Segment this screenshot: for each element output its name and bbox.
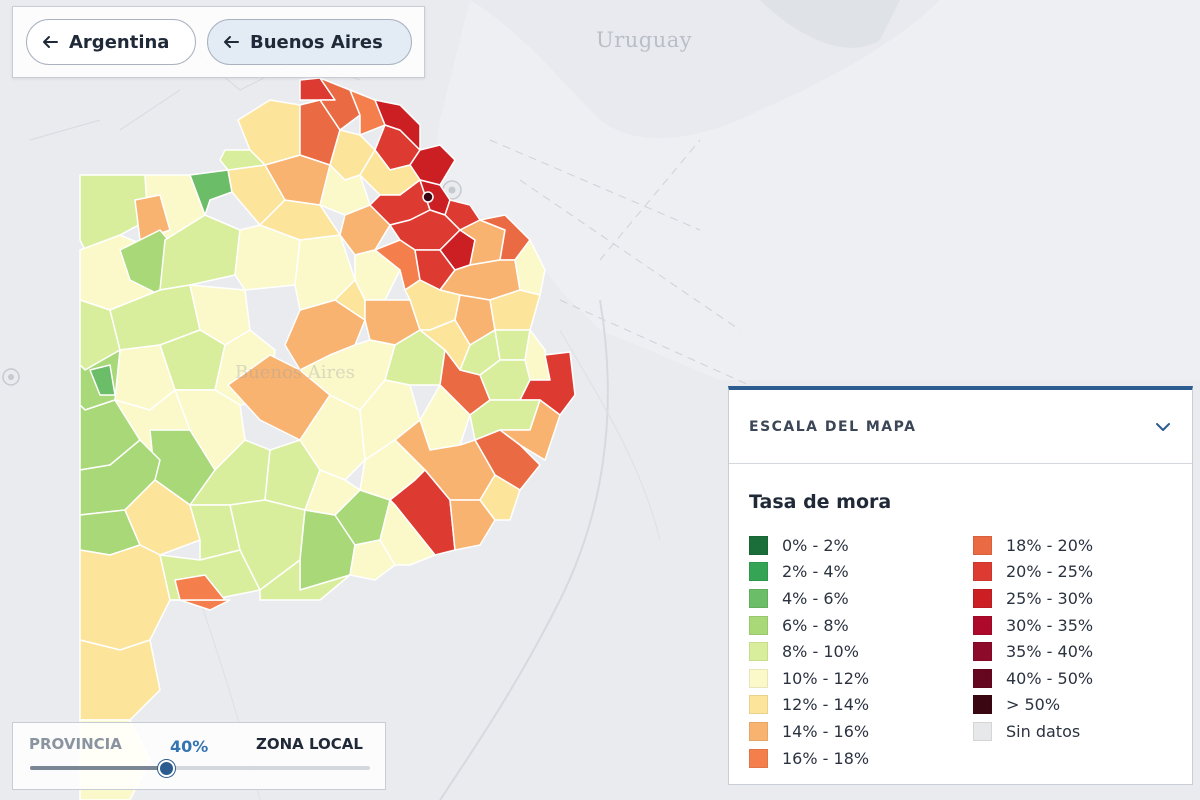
- legend-swatch: [973, 642, 992, 662]
- legend-label: 12% - 14%: [782, 695, 870, 715]
- partido-region[interactable]: [259, 199, 341, 241]
- legend-item: 20% - 25%: [973, 559, 1093, 586]
- partido-region[interactable]: [174, 574, 226, 601]
- legend-swatch: [973, 588, 992, 608]
- slider-thumb[interactable]: [158, 760, 175, 777]
- country-label-uruguay: Uruguay: [596, 28, 693, 52]
- slider-fill: [30, 766, 166, 770]
- partido-region[interactable]: [479, 474, 521, 521]
- legend-swatch: [973, 668, 992, 688]
- legend-label: 30% - 35%: [1006, 615, 1094, 635]
- partido-region[interactable]: [489, 289, 541, 331]
- legend-swatch: [749, 748, 768, 768]
- legend-header-title: ESCALA DEL MAPA: [749, 418, 917, 435]
- back-to-buenos-aires-button[interactable]: Buenos Aires: [207, 19, 412, 65]
- legend-label: 6% - 8%: [782, 615, 849, 635]
- legend-swatch: [973, 695, 992, 715]
- legend-item: 6% - 8%: [749, 612, 869, 639]
- slider-label-zona-local: ZONA LOCAL: [256, 735, 363, 753]
- legend-label: 4% - 6%: [782, 588, 849, 608]
- map-legend-panel: ESCALA DEL MAPA Tasa de mora 0% - 2% 2% -…: [728, 386, 1193, 785]
- legend-item: 40% - 50%: [973, 665, 1093, 692]
- arrow-left-icon: [43, 36, 58, 48]
- arrow-left-icon: [224, 36, 239, 48]
- partido-region[interactable]: [189, 169, 233, 216]
- legend-swatch: [749, 668, 768, 688]
- legend-swatch: [749, 535, 768, 555]
- region-map-label: Buenos Aires: [235, 362, 355, 383]
- legend-label: 16% - 18%: [782, 748, 870, 768]
- back-to-argentina-label: Argentina: [69, 31, 170, 53]
- legend-header[interactable]: ESCALA DEL MAPA: [729, 390, 1192, 464]
- legend-item: 35% - 40%: [973, 638, 1093, 665]
- legend-item: 4% - 6%: [749, 585, 869, 612]
- legend-item: 10% - 12%: [749, 665, 869, 692]
- legend-swatch: [973, 535, 992, 555]
- legend-label: Sin datos: [1006, 721, 1081, 741]
- legend-item: 16% - 18%: [749, 745, 869, 772]
- legend-label: 8% - 10%: [782, 642, 859, 662]
- back-to-argentina-button[interactable]: Argentina: [26, 19, 196, 65]
- partido-region[interactable]: [379, 499, 436, 566]
- partido-region[interactable]: [514, 239, 546, 296]
- legend-swatch: [973, 615, 992, 635]
- slider-track[interactable]: [30, 766, 370, 770]
- partido-region[interactable]: [449, 499, 496, 551]
- legend-label: 20% - 25%: [1006, 562, 1094, 582]
- partido-region[interactable]: [422, 191, 434, 203]
- legend-swatch: [749, 642, 768, 662]
- legend-item: 0% - 2%: [749, 532, 869, 559]
- legend-label: 2% - 4%: [782, 562, 849, 582]
- back-to-buenos-aires-label: Buenos Aires: [250, 31, 383, 53]
- slider-label-provincia: PROVINCIA: [29, 735, 122, 753]
- zoom-level-slider-panel: PROVINCIA 40% ZONA LOCAL: [12, 722, 386, 790]
- legend-item: 25% - 30%: [973, 585, 1093, 612]
- legend-label: 25% - 30%: [1006, 588, 1094, 608]
- partido-region[interactable]: [494, 329, 531, 361]
- legend-item: 14% - 16%: [749, 718, 869, 745]
- legend-column-right: 18% - 20% 20% - 25% 25% - 30% 30% - 35% 35% …: [973, 532, 1093, 745]
- legend-column-left: 0% - 2% 2% - 4% 4% - 6% 6% - 8% 8% - 10% 10% …: [749, 532, 869, 771]
- legend-item: 12% - 14%: [749, 692, 869, 719]
- legend-swatch: [749, 588, 768, 608]
- legend-label: 10% - 12%: [782, 668, 870, 688]
- partido-region[interactable]: [134, 194, 171, 241]
- legend-label: 35% - 40%: [1006, 642, 1094, 662]
- legend-item: 8% - 10%: [749, 638, 869, 665]
- province-buenos-aires[interactable]: [79, 77, 576, 800]
- legend-label: > 50%: [1006, 695, 1061, 715]
- legend-label: 40% - 50%: [1006, 668, 1094, 688]
- legend-swatch: [749, 721, 768, 741]
- legend-swatch: [749, 562, 768, 582]
- legend-label: 18% - 20%: [1006, 535, 1094, 555]
- legend-label: 14% - 16%: [782, 721, 870, 741]
- legend-item: 30% - 35%: [973, 612, 1093, 639]
- slider-value: 40%: [170, 737, 209, 756]
- legend-label: 0% - 2%: [782, 535, 849, 555]
- legend-swatch: [749, 695, 768, 715]
- navigation-panel: Argentina Buenos Aires: [12, 6, 425, 78]
- legend-item: > 50%: [973, 692, 1093, 719]
- legend-swatch: [973, 562, 992, 582]
- legend-swatch: [749, 615, 768, 635]
- legend-title: Tasa de mora: [749, 491, 892, 513]
- chevron-down-icon[interactable]: [1154, 418, 1172, 436]
- legend-item: 18% - 20%: [973, 532, 1093, 559]
- legend-swatch: [973, 721, 992, 741]
- legend-item: 2% - 4%: [749, 559, 869, 586]
- partido-region[interactable]: [304, 469, 361, 516]
- legend-item: Sin datos: [973, 718, 1093, 745]
- partido-region[interactable]: [219, 149, 266, 171]
- partido-region[interactable]: [349, 89, 386, 136]
